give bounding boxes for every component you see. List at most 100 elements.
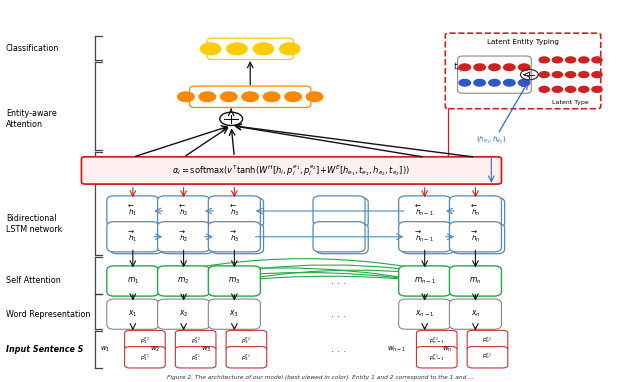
Text: $\overrightarrow{h}_3$: $\overrightarrow{h}_3$ (230, 230, 239, 244)
Text: $\overleftarrow{h}_{n-1}$: $\overleftarrow{h}_{n-1}$ (415, 204, 434, 218)
FancyBboxPatch shape (157, 196, 210, 226)
FancyBboxPatch shape (316, 198, 368, 228)
Text: $w_2$: $w_2$ (150, 345, 161, 354)
FancyBboxPatch shape (313, 196, 365, 226)
Text: $x_1$: $x_1$ (128, 309, 138, 319)
FancyBboxPatch shape (125, 330, 165, 352)
Circle shape (200, 43, 221, 55)
FancyBboxPatch shape (157, 299, 210, 329)
Text: $p_3^{e_1}$: $p_3^{e_1}$ (241, 352, 252, 363)
FancyBboxPatch shape (209, 299, 260, 329)
Circle shape (474, 79, 485, 86)
FancyBboxPatch shape (157, 266, 210, 296)
Text: Input Sentence S: Input Sentence S (6, 345, 83, 354)
FancyBboxPatch shape (313, 222, 365, 252)
Text: $\overleftarrow{h}_n$: $\overleftarrow{h}_n$ (470, 204, 480, 218)
Circle shape (489, 79, 500, 86)
Text: $m_3$: $m_3$ (228, 276, 241, 286)
Text: . . .: . . . (332, 276, 347, 286)
Text: $m_{n-1}$: $m_{n-1}$ (413, 276, 436, 286)
FancyBboxPatch shape (209, 196, 260, 226)
Text: $\overleftarrow{h}_3$: $\overleftarrow{h}_3$ (230, 204, 239, 218)
Text: $p_3^{e_2}$: $p_3^{e_2}$ (241, 336, 252, 346)
Text: Figure 2. The architecture of our model (best viewed in color). Entity 1 and 2 c: Figure 2. The architecture of our model … (166, 375, 474, 380)
Circle shape (566, 57, 576, 63)
FancyBboxPatch shape (399, 299, 451, 329)
Text: $p_n^{e_1}$: $p_n^{e_1}$ (483, 352, 493, 363)
Text: $p_1^{e_1}$: $p_1^{e_1}$ (140, 352, 150, 363)
FancyBboxPatch shape (449, 266, 502, 296)
Text: $\overrightarrow{h}_{n-1}$: $\overrightarrow{h}_{n-1}$ (415, 230, 434, 244)
Circle shape (285, 92, 301, 102)
FancyBboxPatch shape (207, 38, 293, 60)
FancyBboxPatch shape (402, 223, 454, 254)
FancyBboxPatch shape (467, 330, 508, 352)
Text: Classification: Classification (6, 44, 60, 53)
Circle shape (592, 72, 602, 78)
Text: $t_{e_j}$: $t_{e_j}$ (453, 60, 463, 74)
Circle shape (552, 57, 563, 63)
Circle shape (489, 64, 500, 71)
Text: $\overrightarrow{h}_2$: $\overrightarrow{h}_2$ (179, 230, 188, 244)
FancyBboxPatch shape (161, 223, 212, 254)
FancyBboxPatch shape (449, 299, 502, 329)
Text: . . .: . . . (332, 309, 347, 319)
Text: $m_2$: $m_2$ (177, 276, 189, 286)
Text: $(h_{e_1}, h_{e_2})$: $(h_{e_1}, h_{e_2})$ (476, 136, 506, 146)
FancyBboxPatch shape (175, 346, 216, 368)
Text: $w_{n-1}$: $w_{n-1}$ (387, 345, 406, 354)
FancyBboxPatch shape (449, 196, 502, 226)
FancyBboxPatch shape (107, 266, 159, 296)
FancyBboxPatch shape (107, 222, 159, 252)
FancyBboxPatch shape (161, 198, 212, 228)
Text: $x_2$: $x_2$ (179, 309, 188, 319)
FancyBboxPatch shape (458, 56, 531, 93)
FancyBboxPatch shape (211, 198, 264, 228)
FancyBboxPatch shape (110, 198, 162, 228)
FancyBboxPatch shape (81, 157, 502, 184)
Circle shape (592, 57, 602, 63)
Text: $p_{n-1}^{e_1}$: $p_{n-1}^{e_1}$ (429, 352, 445, 363)
FancyBboxPatch shape (399, 266, 451, 296)
Text: $\overrightarrow{h}_n$: $\overrightarrow{h}_n$ (470, 230, 480, 244)
FancyBboxPatch shape (452, 198, 504, 228)
Circle shape (199, 92, 216, 102)
FancyBboxPatch shape (175, 330, 216, 352)
Text: Latent Type: Latent Type (552, 100, 589, 105)
FancyBboxPatch shape (402, 198, 454, 228)
Text: z: z (195, 92, 200, 102)
Circle shape (242, 92, 259, 102)
Text: Entity-aware
Attention: Entity-aware Attention (6, 109, 57, 129)
FancyBboxPatch shape (417, 346, 457, 368)
Circle shape (474, 64, 485, 71)
Text: $m_n$: $m_n$ (469, 276, 482, 286)
Text: $x_n$: $x_n$ (470, 309, 481, 319)
Text: $\overrightarrow{h}_1$: $\overrightarrow{h}_1$ (128, 230, 138, 244)
Circle shape (592, 86, 602, 92)
Circle shape (280, 43, 300, 55)
Circle shape (253, 43, 273, 55)
FancyBboxPatch shape (209, 266, 260, 296)
FancyBboxPatch shape (467, 346, 508, 368)
FancyBboxPatch shape (110, 223, 162, 254)
Text: . . .: . . . (332, 344, 347, 354)
Circle shape (504, 64, 515, 71)
Text: $p_{n-1}^{e_2}$: $p_{n-1}^{e_2}$ (429, 336, 445, 346)
FancyBboxPatch shape (209, 222, 260, 252)
FancyBboxPatch shape (399, 222, 451, 252)
Circle shape (539, 86, 549, 92)
FancyBboxPatch shape (399, 196, 451, 226)
Circle shape (459, 64, 470, 71)
Text: $w_n$: $w_n$ (442, 345, 452, 354)
FancyBboxPatch shape (125, 346, 165, 368)
Circle shape (552, 86, 563, 92)
Text: $\overleftarrow{h}_2$: $\overleftarrow{h}_2$ (179, 204, 188, 218)
Text: $p_2^{e_2}$: $p_2^{e_2}$ (191, 336, 201, 346)
Text: $w_3$: $w_3$ (201, 345, 212, 354)
Text: $p_2^{e_1}$: $p_2^{e_1}$ (191, 352, 201, 363)
Circle shape (552, 72, 563, 78)
Circle shape (504, 79, 515, 86)
FancyBboxPatch shape (189, 86, 311, 107)
FancyBboxPatch shape (211, 223, 264, 254)
Text: $x_3$: $x_3$ (230, 309, 239, 319)
